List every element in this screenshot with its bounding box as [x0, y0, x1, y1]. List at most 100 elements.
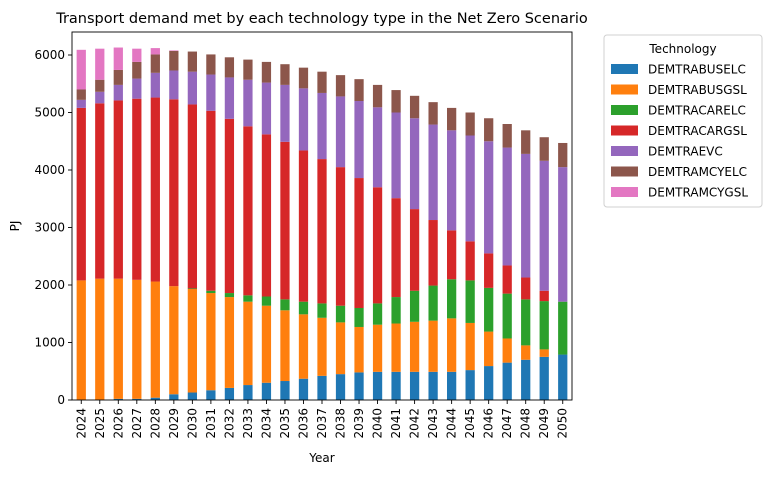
x-tick-label: 2036	[296, 408, 310, 439]
legend-label: DEMTRAMCYELC	[648, 165, 747, 179]
x-tick-label: 2048	[519, 408, 533, 439]
legend-label: DEMTRABUSGSL	[648, 83, 747, 97]
x-tick-label: 2045	[463, 408, 477, 439]
x-tick-label: 2024	[74, 408, 88, 439]
bar-segment	[206, 293, 216, 391]
bar-segment	[447, 230, 457, 280]
bar-segment	[521, 277, 531, 300]
bar-segment	[224, 118, 235, 294]
bar-segment	[113, 100, 123, 279]
bar-segment	[409, 118, 420, 210]
bar-segment	[150, 281, 160, 398]
bar-segment	[447, 107, 457, 131]
bar-segment	[521, 345, 531, 360]
x-tick-label: 2037	[315, 408, 329, 439]
x-tick-label: 2043	[426, 408, 440, 439]
legend-frame	[603, 34, 763, 208]
bar-segment	[447, 318, 457, 372]
bar-segment	[187, 392, 197, 400]
x-tick-label: 2046	[482, 408, 496, 439]
bar-segment	[187, 289, 197, 393]
bar-segment	[521, 299, 531, 346]
bar-segment	[317, 71, 327, 93]
bar-segment	[95, 79, 105, 92]
bar-segment	[132, 398, 142, 400]
bar-segment	[372, 303, 383, 325]
bar-segment	[317, 375, 327, 400]
legend-swatch	[611, 64, 638, 74]
bar-segment	[558, 142, 568, 168]
bar-segment	[335, 322, 346, 375]
bar-segment	[409, 209, 420, 291]
bar-segment	[317, 92, 327, 160]
bar-segment	[187, 51, 197, 72]
bar-segment	[76, 89, 86, 100]
bar-segment	[280, 84, 290, 142]
bar-segment	[465, 135, 475, 242]
bar-segment	[428, 371, 438, 400]
x-tick-label: 2028	[148, 408, 162, 439]
bar-segment	[558, 301, 568, 355]
bar-segment	[502, 362, 512, 401]
bar-segment	[354, 308, 364, 327]
bar-segment	[335, 75, 346, 97]
bar-segment	[150, 54, 160, 73]
bar-segment	[261, 134, 272, 297]
legend-label: DEMTRACARGSL	[648, 124, 747, 138]
bar-segment	[465, 322, 475, 371]
bar-segment	[539, 349, 549, 357]
bar-segment	[391, 323, 401, 372]
x-tick-label: 2049	[537, 408, 551, 439]
bar-segment	[558, 354, 568, 400]
bar-segment	[95, 103, 105, 279]
bar-segment	[206, 110, 216, 291]
bar-segment	[132, 279, 142, 399]
bar-segment	[261, 305, 272, 383]
bar-segment	[428, 124, 438, 221]
bar-segment	[280, 141, 290, 300]
bar-segment	[280, 299, 290, 311]
bar-segment	[187, 288, 197, 290]
bar-segment	[428, 220, 438, 286]
bar-segment	[354, 79, 364, 101]
x-tick-label: 2031	[204, 408, 218, 439]
bar-segment	[391, 297, 401, 324]
bar-segment	[298, 301, 309, 315]
bar-segment	[298, 150, 309, 302]
bar-segment	[354, 372, 364, 400]
bar-segment	[224, 387, 235, 400]
bar-segment	[113, 47, 123, 70]
bar-segment	[150, 397, 160, 400]
chart-title: Transport demand met by each technology …	[55, 11, 588, 27]
bar-segment	[243, 59, 253, 80]
bar-segment	[391, 371, 401, 400]
x-tick-label: 2035	[278, 408, 292, 439]
x-tick-label: 2038	[334, 408, 348, 439]
bar-segment	[150, 48, 160, 55]
bar-segment	[409, 371, 420, 400]
bar-segment	[539, 290, 549, 302]
bar-segment	[298, 88, 309, 151]
bar-segment	[169, 50, 179, 51]
bar-segment	[484, 141, 494, 254]
bar-segment	[335, 96, 346, 168]
bar-segment	[409, 290, 420, 322]
bar-segment	[484, 287, 494, 332]
bar-segment	[280, 310, 290, 382]
bar-segment	[335, 374, 346, 401]
bar-segment	[95, 48, 105, 80]
bar-segment	[502, 147, 512, 266]
bar-segment	[409, 321, 420, 372]
bar-segment	[95, 91, 105, 104]
bar-segment	[169, 99, 179, 287]
bar-segment	[224, 57, 235, 78]
y-tick-label: 0	[57, 393, 65, 407]
bar-segment	[372, 107, 383, 188]
bar-segment	[354, 101, 364, 179]
legend-swatch	[611, 187, 638, 197]
x-tick-label: 2030	[185, 408, 199, 439]
bar-segment	[317, 303, 327, 318]
legend-swatch	[611, 146, 638, 156]
